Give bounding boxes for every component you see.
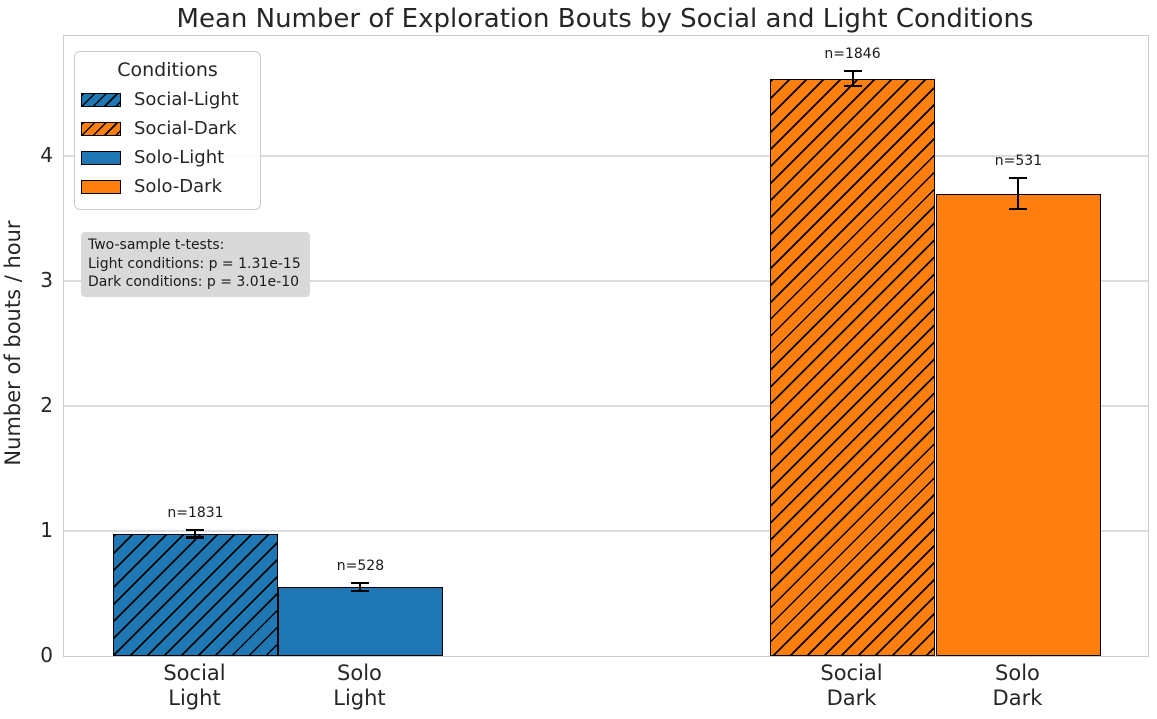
error-bar-cap-top <box>186 528 205 531</box>
y-tick-label: 0 <box>40 643 53 667</box>
error-bar-cap-bottom <box>1009 207 1028 210</box>
error-bar <box>843 69 862 88</box>
x-tick-label: Solo Dark <box>927 661 1107 711</box>
error-bar-cap-bottom <box>843 85 862 88</box>
legend-item-label: Social-Light <box>134 89 239 110</box>
y-tick-label: 3 <box>40 268 53 292</box>
legend: Conditions Social-Light Social-Dark Solo-L… <box>74 51 261 210</box>
y-tick-label: 1 <box>40 518 53 542</box>
bar-social-light <box>112 533 278 656</box>
y-gridline <box>64 280 1148 282</box>
error-bar-cap-bottom <box>186 536 205 539</box>
y-axis-label: Number of bouts / hour <box>1 220 25 466</box>
x-tick-line: Dark <box>992 686 1043 710</box>
legend-item-solo-dark: Solo-Dark <box>75 172 260 201</box>
plot-area: Conditions Social-Light Social-Dark Solo-L… <box>63 35 1149 657</box>
x-tick-line: Social <box>820 661 883 685</box>
legend-swatch <box>81 92 121 107</box>
error-bar <box>351 582 370 593</box>
error-bar-line <box>1017 177 1020 210</box>
error-bar-line <box>359 582 362 593</box>
legend-swatch <box>81 150 121 165</box>
annotation-line: Light conditions: p = 1.31e-15 <box>88 255 301 272</box>
y-gridline <box>64 155 1148 157</box>
y-gridline <box>64 530 1148 532</box>
x-tick-label: Solo Light <box>269 661 449 711</box>
error-bar-cap-bottom <box>351 590 370 593</box>
annotation-line: Two-sample t-tests: <box>88 237 225 253</box>
legend-swatch <box>81 179 121 194</box>
legend-items: Social-Light Social-Dark Solo-Light Solo-Da… <box>75 85 260 201</box>
legend-swatch <box>81 121 121 136</box>
error-bar-cap-top <box>1009 177 1028 180</box>
error-bar <box>186 528 205 539</box>
legend-item-label: Solo-Dark <box>134 176 222 197</box>
error-bar-cap-top <box>351 582 370 585</box>
annotation-line: Dark conditions: p = 3.01e-10 <box>88 274 300 290</box>
legend-title: Conditions <box>117 59 218 81</box>
x-tick-line: Light <box>168 686 221 710</box>
legend-item-label: Solo-Light <box>134 147 225 168</box>
y-tick-label: 4 <box>40 143 53 167</box>
bar-solo-light <box>277 587 443 656</box>
bar-social-dark <box>770 78 935 656</box>
sample-size-label: n=531 <box>994 153 1043 170</box>
y-gridline <box>64 405 1148 407</box>
sample-size-label: n=528 <box>336 558 385 575</box>
x-tick-label: Social Dark <box>762 661 942 711</box>
legend-item-solo-light: Solo-Light <box>75 143 260 172</box>
x-tick-label: Social Light <box>104 661 284 711</box>
bar-solo-dark <box>935 193 1101 656</box>
y-tick-label: 2 <box>40 393 53 417</box>
sample-size-label: n=1831 <box>167 504 224 521</box>
stats-annotation: Two-sample t-tests: Light conditions: p … <box>81 232 310 297</box>
sample-size-label: n=1846 <box>824 45 881 62</box>
x-tick-line: Solo <box>995 661 1040 685</box>
error-bar-line <box>194 528 197 539</box>
chart-title: Mean Number of Exploration Bouts by Soci… <box>176 4 1034 34</box>
x-tick-line: Dark <box>826 686 877 710</box>
legend-item-social-light: Social-Light <box>75 85 260 114</box>
x-tick-line: Light <box>333 686 386 710</box>
legend-item-label: Social-Dark <box>134 118 237 139</box>
x-tick-line: Social <box>163 661 226 685</box>
x-tick-line: Solo <box>337 661 382 685</box>
legend-item-social-dark: Social-Dark <box>75 114 260 143</box>
error-bar-line <box>851 69 854 88</box>
error-bar-cap-top <box>843 69 862 72</box>
error-bar <box>1009 177 1028 210</box>
